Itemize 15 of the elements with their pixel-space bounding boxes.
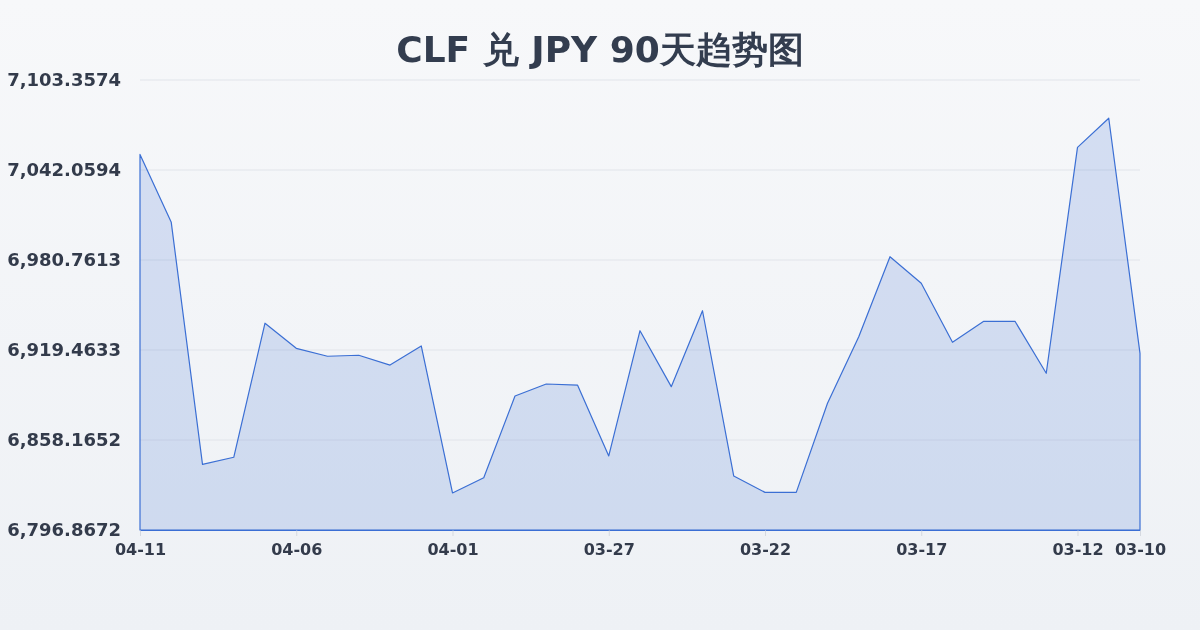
y-tick-label: 6,858.1652 bbox=[7, 429, 121, 451]
x-tick-label: 03-12 bbox=[1052, 540, 1104, 560]
y-tick-label: 6,919.4633 bbox=[7, 339, 121, 361]
x-tick-label: 04-06 bbox=[271, 540, 323, 560]
x-tick-label: 04-01 bbox=[427, 540, 479, 560]
x-tick-label: 03-22 bbox=[739, 540, 792, 560]
y-tick-label: 6,980.7613 bbox=[7, 249, 121, 271]
y-tick-label: 6,796.8672 bbox=[7, 519, 121, 541]
chart-title: CLF 兑 JPY 90天趋势图 bbox=[396, 29, 804, 70]
x-tick-label: 03-17 bbox=[896, 540, 948, 560]
x-tick-label: 03-27 bbox=[583, 540, 635, 560]
x-tick-label: 03-10 bbox=[1114, 540, 1167, 560]
y-tick-label: 7,042.0594 bbox=[7, 159, 121, 181]
x-tick-label: 04-11 bbox=[114, 540, 167, 560]
y-tick-label: 7,103.3574 bbox=[7, 69, 121, 91]
